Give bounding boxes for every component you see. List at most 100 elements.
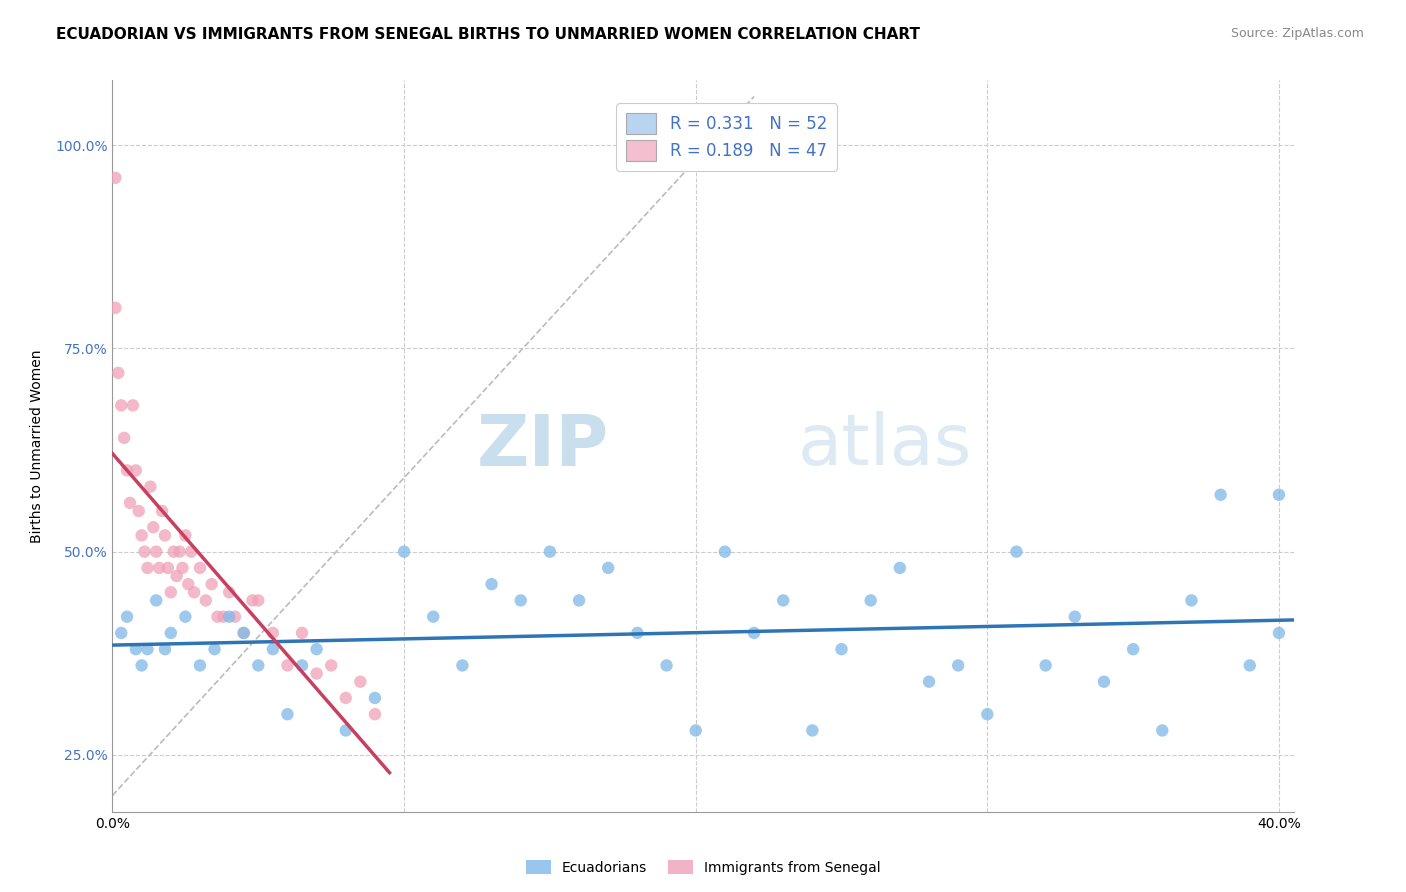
Point — [262, 626, 284, 640]
Point — [889, 561, 911, 575]
Point — [1268, 626, 1291, 640]
Point — [142, 520, 165, 534]
Point — [422, 609, 444, 624]
Point — [321, 658, 343, 673]
Point — [1239, 658, 1261, 673]
Point — [169, 544, 191, 558]
Point — [110, 626, 132, 640]
Point — [218, 585, 240, 599]
Text: Source: ZipAtlas.com: Source: ZipAtlas.com — [1230, 27, 1364, 40]
Point — [349, 674, 371, 689]
Point — [291, 626, 314, 640]
Point — [156, 561, 179, 575]
Y-axis label: Births to Unmarried Women: Births to Unmarried Women — [30, 350, 44, 542]
Point — [166, 569, 188, 583]
Point — [136, 561, 159, 575]
Point — [1209, 488, 1232, 502]
Point — [188, 658, 211, 673]
Point — [598, 561, 620, 575]
Point — [174, 528, 197, 542]
Point — [1152, 723, 1174, 738]
Point — [112, 431, 135, 445]
Point — [188, 561, 211, 575]
Point — [207, 609, 229, 624]
Point — [150, 504, 173, 518]
Point — [125, 642, 148, 657]
Point — [115, 463, 138, 477]
Point — [180, 544, 202, 558]
Point — [104, 301, 127, 315]
Point — [335, 690, 357, 705]
Point — [291, 658, 314, 673]
Point — [364, 690, 387, 705]
Point — [110, 398, 132, 412]
Point — [801, 723, 824, 738]
Point — [115, 609, 138, 624]
Point — [153, 642, 176, 657]
Point — [247, 593, 270, 607]
Point — [118, 496, 141, 510]
Point — [232, 626, 254, 640]
Point — [305, 642, 328, 657]
Point — [134, 544, 156, 558]
Point — [1268, 488, 1291, 502]
Point — [201, 577, 224, 591]
Point — [107, 366, 129, 380]
Point — [742, 626, 765, 640]
Point — [1122, 642, 1144, 657]
Point — [831, 642, 853, 657]
Legend: R = 0.331   N = 52, R = 0.189   N = 47: R = 0.331 N = 52, R = 0.189 N = 47 — [616, 103, 837, 170]
Point — [122, 398, 145, 412]
Text: ZIP: ZIP — [477, 411, 609, 481]
Point — [392, 544, 415, 558]
Point — [685, 723, 707, 738]
Point — [204, 642, 226, 657]
Point — [145, 593, 167, 607]
Point — [148, 561, 170, 575]
Point — [305, 666, 328, 681]
Point — [104, 170, 127, 185]
Point — [626, 626, 648, 640]
Point — [918, 674, 941, 689]
Point — [655, 658, 678, 673]
Point — [177, 577, 200, 591]
Point — [568, 593, 591, 607]
Point — [276, 658, 298, 673]
Point — [145, 544, 167, 558]
Point — [364, 707, 387, 722]
Point — [946, 658, 969, 673]
Point — [1005, 544, 1028, 558]
Point — [232, 626, 254, 640]
Point — [1035, 658, 1057, 673]
Point — [159, 585, 181, 599]
Point — [163, 544, 186, 558]
Point — [1180, 593, 1202, 607]
Point — [212, 609, 235, 624]
Point — [224, 609, 246, 624]
Point — [194, 593, 217, 607]
Point — [538, 544, 561, 558]
Text: ECUADORIAN VS IMMIGRANTS FROM SENEGAL BIRTHS TO UNMARRIED WOMEN CORRELATION CHAR: ECUADORIAN VS IMMIGRANTS FROM SENEGAL BI… — [56, 27, 921, 42]
Point — [125, 463, 148, 477]
Point — [172, 561, 194, 575]
Point — [136, 642, 159, 657]
Point — [139, 480, 162, 494]
Point — [247, 658, 270, 673]
Point — [451, 658, 474, 673]
Point — [276, 707, 298, 722]
Point — [183, 585, 205, 599]
Point — [174, 609, 197, 624]
Point — [976, 707, 998, 722]
Point — [481, 577, 503, 591]
Point — [859, 593, 882, 607]
Point — [714, 544, 737, 558]
Point — [131, 658, 153, 673]
Point — [128, 504, 150, 518]
Point — [131, 528, 153, 542]
Point — [1063, 609, 1085, 624]
Point — [335, 723, 357, 738]
Point — [218, 609, 240, 624]
Point — [242, 593, 264, 607]
Point — [262, 642, 284, 657]
Legend: Ecuadorians, Immigrants from Senegal: Ecuadorians, Immigrants from Senegal — [520, 855, 886, 880]
